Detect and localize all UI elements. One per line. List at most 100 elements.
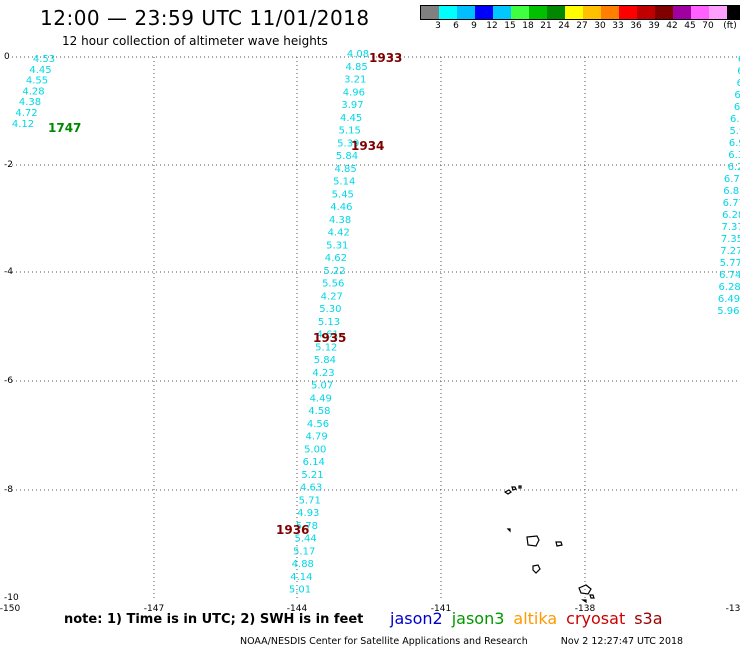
swh-value: 5.13 [318,317,340,328]
legend-item-s3a: s3a [634,609,663,628]
swh-value: 5.77 [720,258,740,269]
swh-value: 4.88 [292,559,314,570]
swh-value: 4.85 [345,62,367,73]
islands [503,485,595,604]
swh-value: 4.63 [300,483,322,494]
lon-label: -138 [575,604,596,614]
swh-value: 5.17 [293,546,315,557]
swh-value: 7.37 [721,222,740,233]
swh-value: 4.62 [325,253,347,264]
swh-value: 5.84 [314,355,336,366]
note-text: note: 1) Time is in UTC; 2) SWH is in fe… [64,612,364,627]
swh-value: 6.14 [303,457,325,468]
swh-value: 6.82 [723,186,740,197]
scale-swatch [511,6,529,19]
swh-value: 4.45 [340,113,362,124]
swh-value: 3.97 [341,100,363,111]
scale-swatch [673,6,691,19]
track-c-values: 6666.6.6.85.96.96.36.26.706.826.776.287.… [717,54,740,317]
island [578,584,592,595]
pass-time-label: 1934 [351,139,384,153]
pass-time-label: 1935 [313,331,346,345]
swh-value: 5.31 [326,240,348,251]
scale-swatch [421,6,439,19]
swh-value: 6.70 [724,174,740,185]
swh-value: 5.00 [304,444,326,455]
swh-value: 6. [734,90,740,101]
swh-value: 4.08 [347,49,369,60]
legend-item-altika: altika [513,609,558,628]
swh-value: 6.2 [728,162,740,173]
swh-value: 4.55 [26,76,48,87]
swh-value: 5.14 [333,177,355,188]
scale-swatch [619,6,637,19]
swh-value: 5.12 [315,342,337,353]
chart-subtitle: 12 hour collection of altimeter wave hei… [62,34,328,48]
swh-value: 5.45 [332,189,354,200]
swh-value: 4.38 [329,215,351,226]
footer: NOAA/NESDIS Center for Satellite Applica… [240,636,683,647]
swh-value: 3.21 [344,75,366,86]
swh-value: 4.46 [330,202,352,213]
swh-value: 4.23 [312,368,334,379]
scale-label: 3 [435,21,441,31]
lon-label: -144 [287,604,308,614]
swh-value: 5.22 [323,266,345,277]
swh-value: 4.14 [290,572,312,583]
scale-label: 21 [540,21,552,31]
scale-label: 36 [630,21,642,31]
swh-value: 6.49 [718,294,740,305]
swh-value: 4.56 [307,419,329,430]
scale-label: 33 [612,21,624,31]
swh-value: 4.85 [334,164,356,175]
swh-value: 5.15 [339,126,361,137]
color-scale-bar [420,5,740,20]
island [503,489,512,495]
footer-timestamp: Nov 2 12:27:47 UTC 2018 [560,636,684,647]
scale-unit: (ft) [723,21,737,31]
lat-label: 0 [4,52,10,62]
island [518,485,522,489]
scale-label: 45 [684,21,696,31]
swh-value: 4.93 [297,508,319,519]
swh-value: 5.21 [301,470,323,481]
scale-swatch [655,6,673,19]
swh-value: 7.27 [720,246,740,257]
legend-item-jason2: jason2 [390,609,443,628]
scale-swatch [565,6,583,19]
scale-label: 39 [648,21,660,31]
scale-swatch [547,6,565,19]
swh-value: 4.12 [12,119,34,130]
swh-value: 6.28 [722,210,740,221]
swh-value: 4.79 [305,432,327,443]
legend-item-cryosat: cryosat [566,609,626,628]
lat-label: -10 [4,593,19,603]
chart-title: 12:00 — 23:59 UTC 11/01/2018 [40,6,370,30]
scale-swatch [601,6,619,19]
scale-swatch [529,6,547,19]
swh-value: 4.27 [321,291,343,302]
scale-swatch [583,6,601,19]
scale-label: 30 [594,21,606,31]
lon-label: -13 [726,604,740,614]
swh-value: 5.78 [296,521,318,532]
lat-label: -2 [4,160,13,170]
scale-swatch [727,6,740,19]
axis-labels: -150 -147 -144 -141 -138 -13 0 -2 -4 -6 -8 -10 [0,52,740,614]
lat-label: -8 [4,485,13,495]
lon-label: -150 [0,604,20,614]
scale-label: 9 [471,21,477,31]
scale-swatch [691,6,709,19]
swh-value: 4.49 [310,393,332,404]
scale-swatch [475,6,493,19]
swh-value: 5.96 [717,306,739,317]
swh-value: 4.58 [308,406,330,417]
swh-value: 4.38 [19,97,41,108]
scale-label: 12 [486,21,498,31]
color-scale-labels: 3 6 9 12 15 18 21 24 27 30 33 36 39 42 45 70 (ft) [420,21,740,33]
scale-label: 18 [522,21,534,31]
scale-label: 70 [702,21,714,31]
swh-value: 6.9 [729,138,740,149]
swh-value: 5.84 [336,151,358,162]
